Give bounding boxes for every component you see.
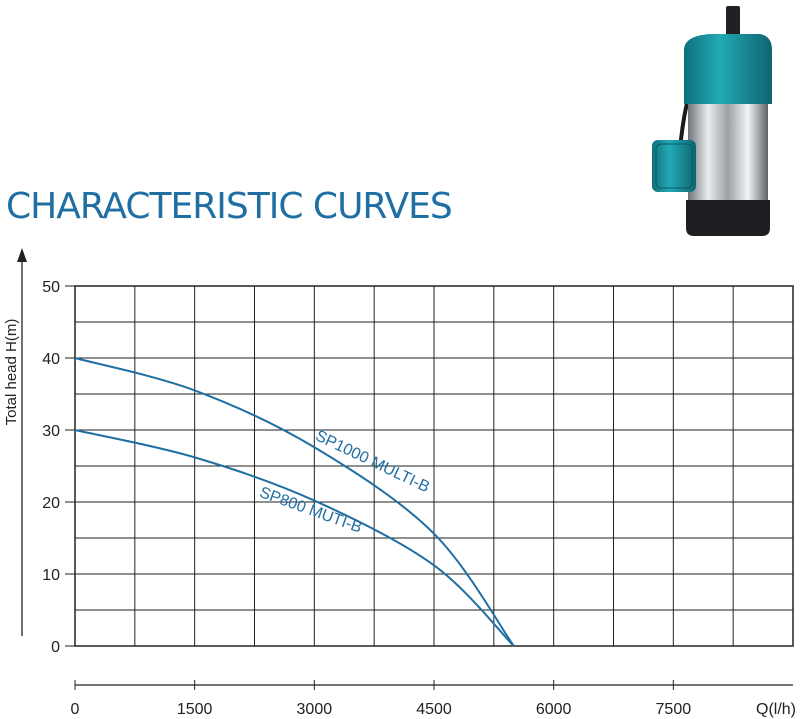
submersible-pump-icon [652, 6, 772, 236]
series-line [74, 429, 515, 647]
x-tick-label: 4500 [416, 701, 452, 718]
x-tick-label: 1500 [177, 701, 213, 718]
y-tick-label: 40 [42, 351, 60, 368]
series-label: SP800 MUTI-B [257, 484, 364, 537]
series-line [74, 357, 515, 647]
page-title: CHARACTERISTIC CURVES [6, 186, 453, 227]
x-axis-label: Q(l/h) [756, 701, 796, 718]
x-tick-label: 7500 [656, 701, 692, 718]
x-tick-label: 6000 [536, 701, 572, 718]
plot-frame [74, 285, 794, 647]
y-tick-label: 20 [42, 495, 60, 512]
y-tick-label: 0 [51, 639, 60, 656]
series-label: SP1000 MULTI-B [313, 428, 432, 497]
y-tick-label: 30 [42, 423, 60, 440]
y-axis-label: Total head H(m) [3, 319, 20, 426]
y-axis-arrow-icon [17, 248, 27, 262]
x-tick-label: 3000 [297, 701, 333, 718]
y-tick-label: 10 [42, 567, 60, 584]
x-tick-label: 0 [71, 701, 80, 718]
y-tick-label: 50 [42, 279, 60, 296]
